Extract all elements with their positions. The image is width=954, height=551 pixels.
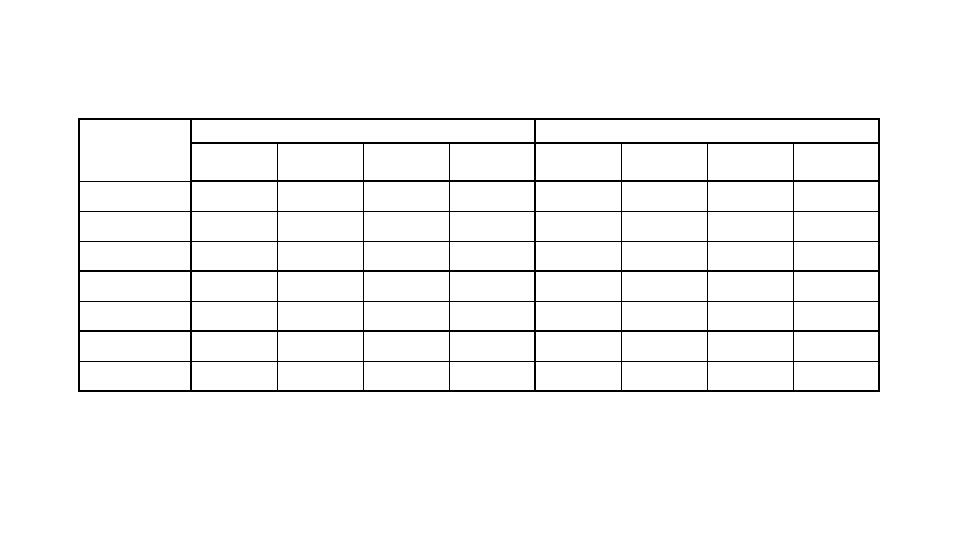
cell-a <box>191 271 277 301</box>
header-sub-a-2 <box>363 143 449 181</box>
cell-a <box>363 241 449 271</box>
header-sub-a-0 <box>191 143 277 181</box>
table-row <box>79 241 879 271</box>
cell-a <box>449 361 535 391</box>
table-row <box>79 331 879 361</box>
cell-b <box>793 241 879 271</box>
cell-a <box>277 331 363 361</box>
cell-a <box>191 211 277 241</box>
cell-a <box>277 211 363 241</box>
cell-a <box>277 361 363 391</box>
cell-b <box>707 301 793 331</box>
table-row <box>79 301 879 331</box>
cell-b <box>535 331 621 361</box>
cell-a <box>191 301 277 331</box>
row-stub <box>79 331 191 361</box>
cell-b <box>621 361 707 391</box>
row-stub <box>79 301 191 331</box>
row-stub <box>79 181 191 211</box>
cell-b <box>793 181 879 211</box>
row-stub <box>79 271 191 301</box>
cell-b <box>707 211 793 241</box>
cell-b <box>707 241 793 271</box>
cell-b <box>707 271 793 301</box>
header-sub-b-3 <box>793 143 879 181</box>
cell-a <box>363 301 449 331</box>
cell-a <box>363 271 449 301</box>
cell-a <box>277 301 363 331</box>
cell-a <box>449 301 535 331</box>
cell-a <box>449 241 535 271</box>
cell-b <box>621 271 707 301</box>
row-stub <box>79 241 191 271</box>
cell-b <box>535 271 621 301</box>
cell-b <box>707 331 793 361</box>
table-row <box>79 181 879 211</box>
cell-a <box>449 271 535 301</box>
cell-b <box>793 271 879 301</box>
cell-a <box>363 361 449 391</box>
cell-b <box>621 301 707 331</box>
cell-a <box>277 271 363 301</box>
cell-b <box>621 331 707 361</box>
header-group-b <box>535 119 879 143</box>
cell-a <box>191 331 277 361</box>
cell-b <box>621 211 707 241</box>
header-sub-a-1 <box>277 143 363 181</box>
data-table <box>78 118 880 392</box>
cell-b <box>535 241 621 271</box>
cell-b <box>621 181 707 211</box>
cell-a <box>363 331 449 361</box>
cell-b <box>707 181 793 211</box>
table-row <box>79 361 879 391</box>
cell-b <box>621 241 707 271</box>
header-group-a <box>191 119 535 143</box>
cell-a <box>363 181 449 211</box>
cell-b <box>535 181 621 211</box>
cell-a <box>191 181 277 211</box>
cell-b <box>535 301 621 331</box>
row-stub <box>79 211 191 241</box>
header-sub-b-2 <box>707 143 793 181</box>
cell-a <box>363 211 449 241</box>
cell-a <box>449 211 535 241</box>
cell-a <box>277 181 363 211</box>
cell-a <box>191 241 277 271</box>
cell-a <box>277 241 363 271</box>
header-stub <box>79 119 191 181</box>
cell-b <box>535 361 621 391</box>
table-row <box>79 271 879 301</box>
header-sub-b-0 <box>535 143 621 181</box>
cell-b <box>793 361 879 391</box>
cell-a <box>191 361 277 391</box>
header-sub-b-1 <box>621 143 707 181</box>
header-sub-a-3 <box>449 143 535 181</box>
table-row <box>79 211 879 241</box>
cell-b <box>707 361 793 391</box>
cell-a <box>449 331 535 361</box>
cell-b <box>535 211 621 241</box>
cell-b <box>793 301 879 331</box>
cell-b <box>793 331 879 361</box>
row-stub <box>79 361 191 391</box>
cell-a <box>449 181 535 211</box>
cell-b <box>793 211 879 241</box>
